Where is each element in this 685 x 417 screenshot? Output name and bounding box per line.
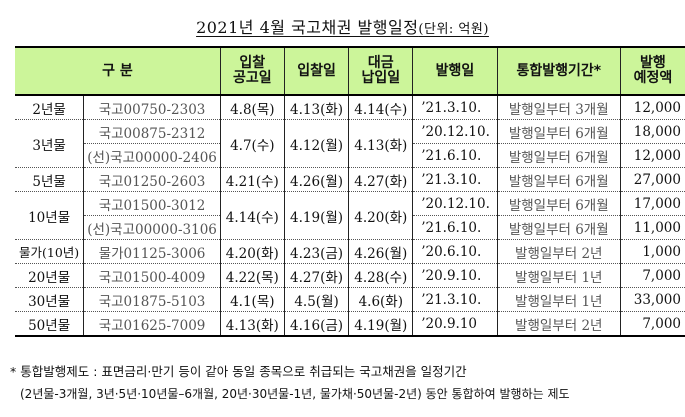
table-row: 물가(10년) 물가01125-3006 4.20(화) 4.23(금) 4.2… [15,239,685,264]
auction-date-cell: 4.13(화) [283,95,349,120]
payment-date-cell: 4.13(화) [348,119,413,168]
payment-date-cell: 4.6(화) [348,287,413,312]
issue-date-cell: ’21.6.10. [412,215,498,240]
footnote: * 통합발행제도 : 표면금리·만기 등이 같아 동일 종목으로 취급되는 국고… [10,361,570,405]
header-notice-date: 입찰 공고일 [219,47,285,96]
notice-date-cell: 4.1(목) [219,287,285,312]
notice-date-cell: 4.21(수) [219,167,285,192]
table-row: 10년물 국고01500-3012 4.14(수) 4.19(월) 4.20(화… [15,191,685,240]
auction-date-cell: 4.5(월) [283,287,349,312]
issue-date-cell: ’20.12.10. [412,119,498,144]
term-cell: 3년물 [15,119,84,168]
amount-cell: 12,000 [619,95,685,120]
period-cell: 발행일부터 6개월 [496,215,621,240]
issue-date-cell: ’21.3.10. [412,95,498,120]
issue-date-cell: ’20.9.10. [412,263,498,288]
bond-code-cell: 국고01875-5103 [83,287,221,312]
footnote-line-1: * 통합발행제도 : 표면금리·만기 등이 같아 동일 종목으로 취급되는 국고… [10,364,467,379]
notice-date-cell: 4.7(수) [219,119,285,168]
document-title: 2021년 4월 국고채권 발행일정(단위: 억원) [0,14,685,38]
payment-date-cell: 4.26(월) [348,239,413,264]
auction-date-cell: 4.12(월) [283,119,349,168]
notice-date-cell: 4.13(화) [219,311,285,336]
auction-date-cell: 4.23(금) [283,239,349,264]
header-planned-amount: 발행 예정액 [619,47,685,96]
bond-code-cell: 물가01125-3006 [83,239,221,264]
bond-code-cell: 국고01625-7009 [83,311,221,336]
issue-date-cell: ’20.12.10. [412,191,498,216]
bond-code-cell: 국고01500-3012 [83,191,221,216]
term-cell: 10년물 [15,191,84,240]
table-row: 50년물 국고01625-7009 4.13(화) 4.16(금) 4.19(월… [15,311,685,336]
table-row: (선)국고00000-3106 ’21.6.10. 발행일부터 6개월 11,0… [15,215,685,240]
amount-cell: 27,000 [619,167,685,192]
amount-cell: 7,000 [619,263,685,288]
table-row: 30년물 국고01875-5103 4.1(목) 4.5(월) 4.6(화) ’… [15,287,685,312]
table-row: 2년물 국고00750-2303 4.8(목) 4.13(화) 4.14(수) … [15,95,685,120]
table-row: (선)국고00000-2406 ’21.6.10. 발행일부터 6개월 12,0… [15,143,685,168]
period-cell: 발행일부터 2년 [496,239,621,264]
issue-date-cell: ’21.3.10. [412,287,498,312]
term-cell: 2년물 [15,95,84,120]
bond-code-cell: 국고01500-4009 [83,263,221,288]
period-cell: 발행일부터 2년 [496,311,621,336]
term-cell: 20년물 [15,263,84,288]
bond-issuance-schedule-table: 구 분 입찰 공고일 입찰일 대금 납입일 발행일 통합발행기간* 발행 예정액 2년… [15,46,685,337]
auction-date-cell: 4.19(월) [283,191,349,240]
payment-date-cell: 4.27(화) [348,167,413,192]
auction-date-cell: 4.26(월) [283,167,349,192]
header-integrated-period: 통합발행기간* [496,47,621,96]
period-cell: 발행일부터 6개월 [496,119,621,144]
term-cell: 물가(10년) [15,239,84,264]
payment-date-cell: 4.14(수) [348,95,413,120]
header-payment-date: 대금 납입일 [348,47,413,96]
auction-date-cell: 4.27(화) [283,263,349,288]
term-cell: 5년물 [15,167,84,192]
bond-code-cell: (선)국고00000-3106 [83,215,221,240]
notice-date-cell: 4.20(화) [219,239,285,264]
period-cell: 발행일부터 3개월 [496,95,621,120]
header-row: 구 분 입찰 공고일 입찰일 대금 납입일 발행일 통합발행기간* 발행 예정액 [15,47,685,96]
table-row: 3년물 국고00875-2312 4.7(수) 4.12(월) 4.13(화) … [15,119,685,168]
period-cell: 발행일부터 1년 [496,263,621,288]
amount-cell: 12,000 [619,143,685,168]
amount-cell: 18,000 [619,119,685,144]
notice-date-cell: 4.22(목) [219,263,285,288]
notice-date-cell: 4.8(목) [219,95,285,120]
period-cell: 발행일부터 6개월 [496,191,621,216]
payment-date-cell: 4.28(수) [348,263,413,288]
issue-date-cell: ’20.9.10 [412,311,498,336]
header-auction-date: 입찰일 [283,47,349,96]
amount-cell: 11,000 [619,215,685,240]
issue-date-cell: ’21.3.10. [412,167,498,192]
term-cell: 50년물 [28,317,71,334]
bond-code-cell: (선)국고00000-2406 [83,143,221,168]
bond-code-cell: 국고00750-2303 [83,95,221,120]
period-cell: 발행일부터 6개월 [496,143,621,168]
amount-cell: 33,000 [619,287,685,312]
payment-date-cell: 4.20(화) [348,191,413,240]
period-cell: 발행일부터 1년 [496,287,621,312]
bond-code-cell: 국고00875-2312 [83,119,221,144]
table-row: 20년물 국고01500-4009 4.22(목) 4.27(화) 4.28(수… [15,263,685,288]
amount-cell: 17,000 [619,191,685,216]
title-main: 2021년 4월 국고채권 발행일정 [196,18,419,37]
issue-date-cell: ’20.6.10. [412,239,498,264]
period-cell: 발행일부터 6개월 [496,167,621,192]
bond-code-cell: 국고01250-2603 [83,167,221,192]
table-row: 5년물 국고01250-2603 4.21(수) 4.26(월) 4.27(화)… [15,167,685,192]
title-unit: (단위: 억원) [418,22,489,37]
term-cell: 30년물 [15,287,84,312]
auction-date-cell: 4.16(금) [283,311,349,336]
notice-date-cell: 4.14(수) [219,191,285,240]
header-category: 구 분 [15,47,221,96]
header-issue-date: 발행일 [412,47,498,96]
issue-date-cell: ’21.6.10. [412,143,498,168]
footnote-line-2: (2년물-3개월, 3년·5년·10년물–6개월, 20년·30년물-1년, 물… [20,387,570,401]
amount-cell: 7,000 [619,311,685,336]
payment-date-cell: 4.19(월) [348,311,413,336]
amount-cell: 1,000 [619,239,685,264]
